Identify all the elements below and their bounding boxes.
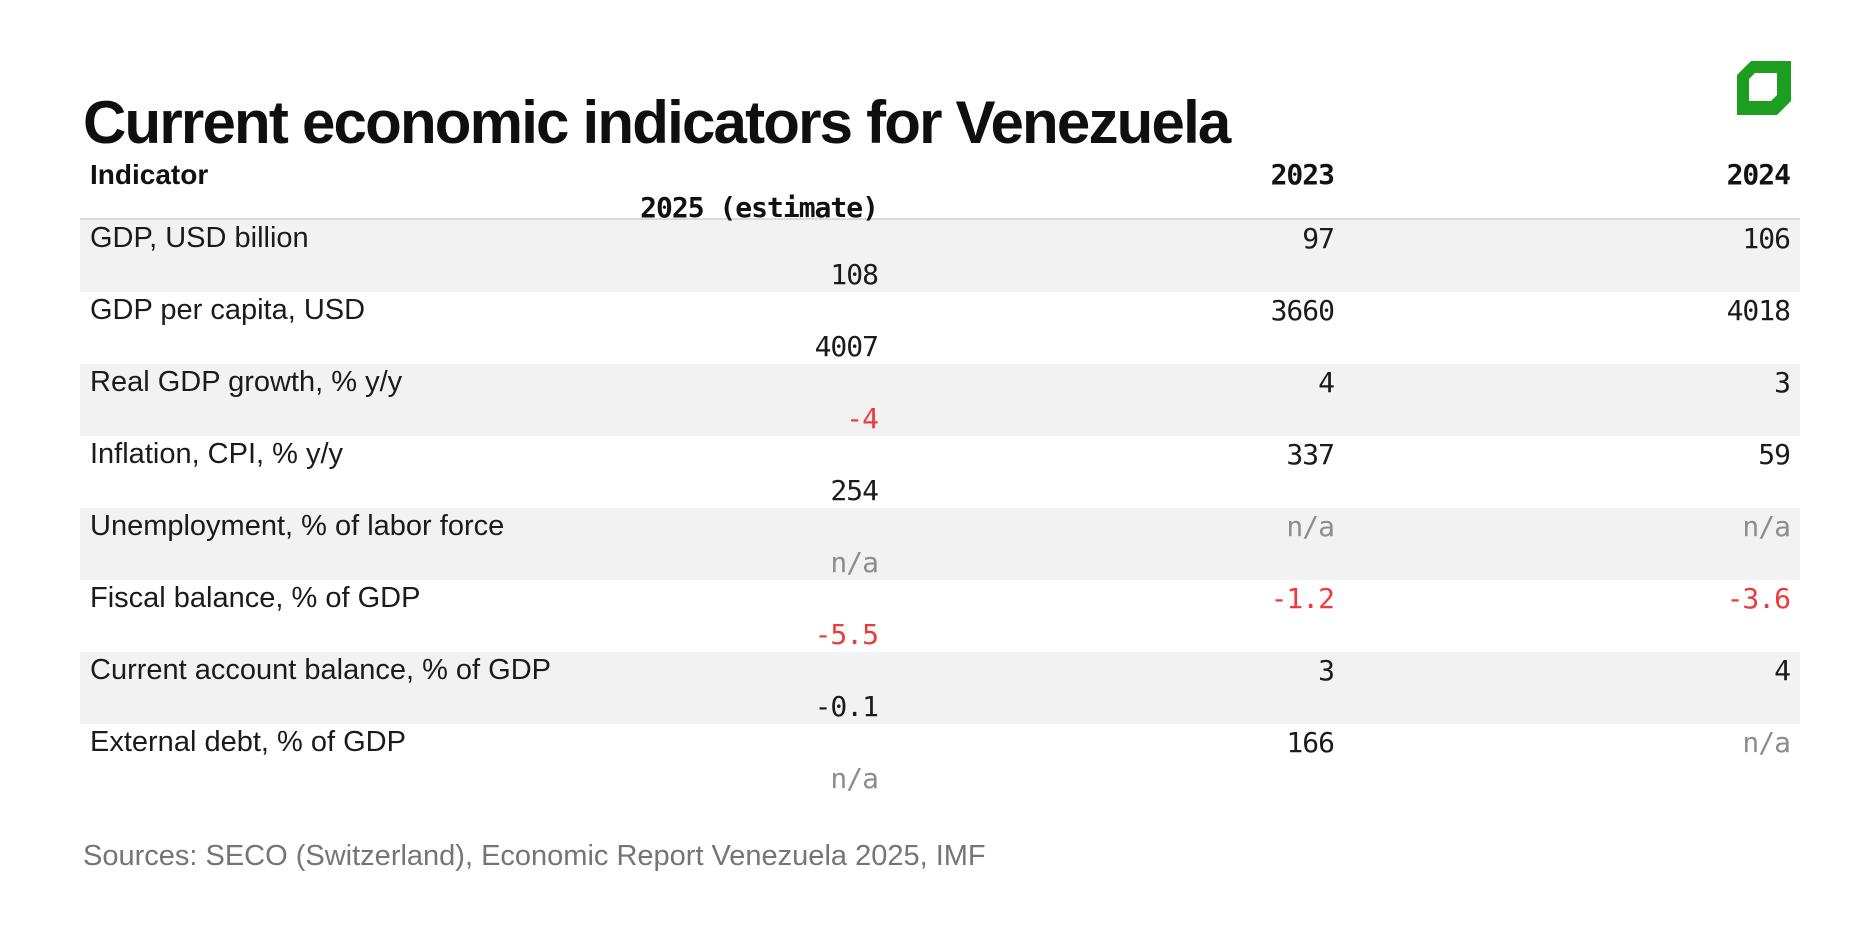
cell-2023: 166 — [1286, 725, 1335, 759]
cell-2025: n/a — [830, 545, 879, 579]
cell-2023: 337 — [1286, 437, 1335, 471]
page-title: Current economic indicators for Venezuel… — [83, 89, 1231, 157]
header-cell-2023: 2023 — [1270, 158, 1335, 191]
row-label: GDP, USD billion — [90, 221, 309, 254]
row-label: Unemployment, % of labor force — [90, 509, 505, 542]
cell-2024: 3 — [1774, 365, 1791, 399]
table-row: Fiscal balance, % of GDP -1.2 -3.6 -5.5 — [80, 580, 1800, 652]
green-cube-logo-icon — [1737, 61, 1791, 115]
table-row: GDP per capita, USD 3660 4018 4007 — [80, 292, 1800, 364]
cell-2025: -0.1 — [814, 689, 879, 723]
cell-2023: n/a — [1286, 509, 1335, 543]
table-header-row: Indicator 2023 2024 2025 (estimate) — [80, 158, 1800, 224]
table-row: External debt, % of GDP 166 n/a n/a — [80, 724, 1800, 796]
row-label: External debt, % of GDP — [90, 725, 406, 758]
row-label: Inflation, CPI, % y/y — [90, 437, 344, 470]
cell-2025: 108 — [830, 257, 879, 291]
cell-2024: -3.6 — [1726, 581, 1791, 615]
cell-2024: 59 — [1758, 437, 1791, 471]
cell-2024: n/a — [1742, 725, 1791, 759]
indicators-table: Indicator 2023 2024 2025 (estimate) GDP,… — [80, 158, 1800, 796]
cell-2023: 4 — [1318, 365, 1335, 399]
table-row: Unemployment, % of labor force n/a n/a n… — [80, 508, 1800, 580]
cell-2025: n/a — [830, 761, 879, 795]
cell-2024: 4018 — [1726, 293, 1791, 327]
cell-2024: 106 — [1742, 221, 1791, 255]
row-label: Real GDP growth, % y/y — [90, 365, 403, 398]
cell-2023: 3660 — [1270, 293, 1335, 327]
cell-2023: -1.2 — [1270, 581, 1335, 615]
header-cell-indicator: Indicator — [90, 158, 209, 190]
row-label: Fiscal balance, % of GDP — [90, 581, 421, 614]
row-label: GDP per capita, USD — [90, 293, 366, 326]
cell-2025: -4 — [846, 401, 879, 435]
cell-2024: n/a — [1742, 509, 1791, 543]
row-label: Current account balance, % of GDP — [90, 653, 552, 686]
cell-2025: -5.5 — [814, 617, 879, 651]
table-row: Inflation, CPI, % y/y 337 59 254 — [80, 436, 1800, 508]
table-row: Real GDP growth, % y/y 4 3 -4 — [80, 364, 1800, 436]
cell-2023: 3 — [1318, 653, 1335, 687]
cell-2023: 97 — [1302, 221, 1335, 255]
header-cell-2024: 2024 — [1726, 158, 1791, 191]
green-cube-logo-shape — [1737, 61, 1791, 115]
source-note: Sources: SECO (Switzerland), Economic Re… — [83, 840, 986, 872]
header-cell-2025-estimate: 2025 (estimate) — [640, 191, 879, 224]
cell-2024: 4 — [1774, 653, 1791, 687]
table-row: Current account balance, % of GDP 3 4 -0… — [80, 652, 1800, 724]
table-row: GDP, USD billion 97 106 108 — [80, 220, 1800, 292]
cell-2025: 254 — [830, 473, 879, 507]
cell-2025: 4007 — [814, 329, 879, 363]
